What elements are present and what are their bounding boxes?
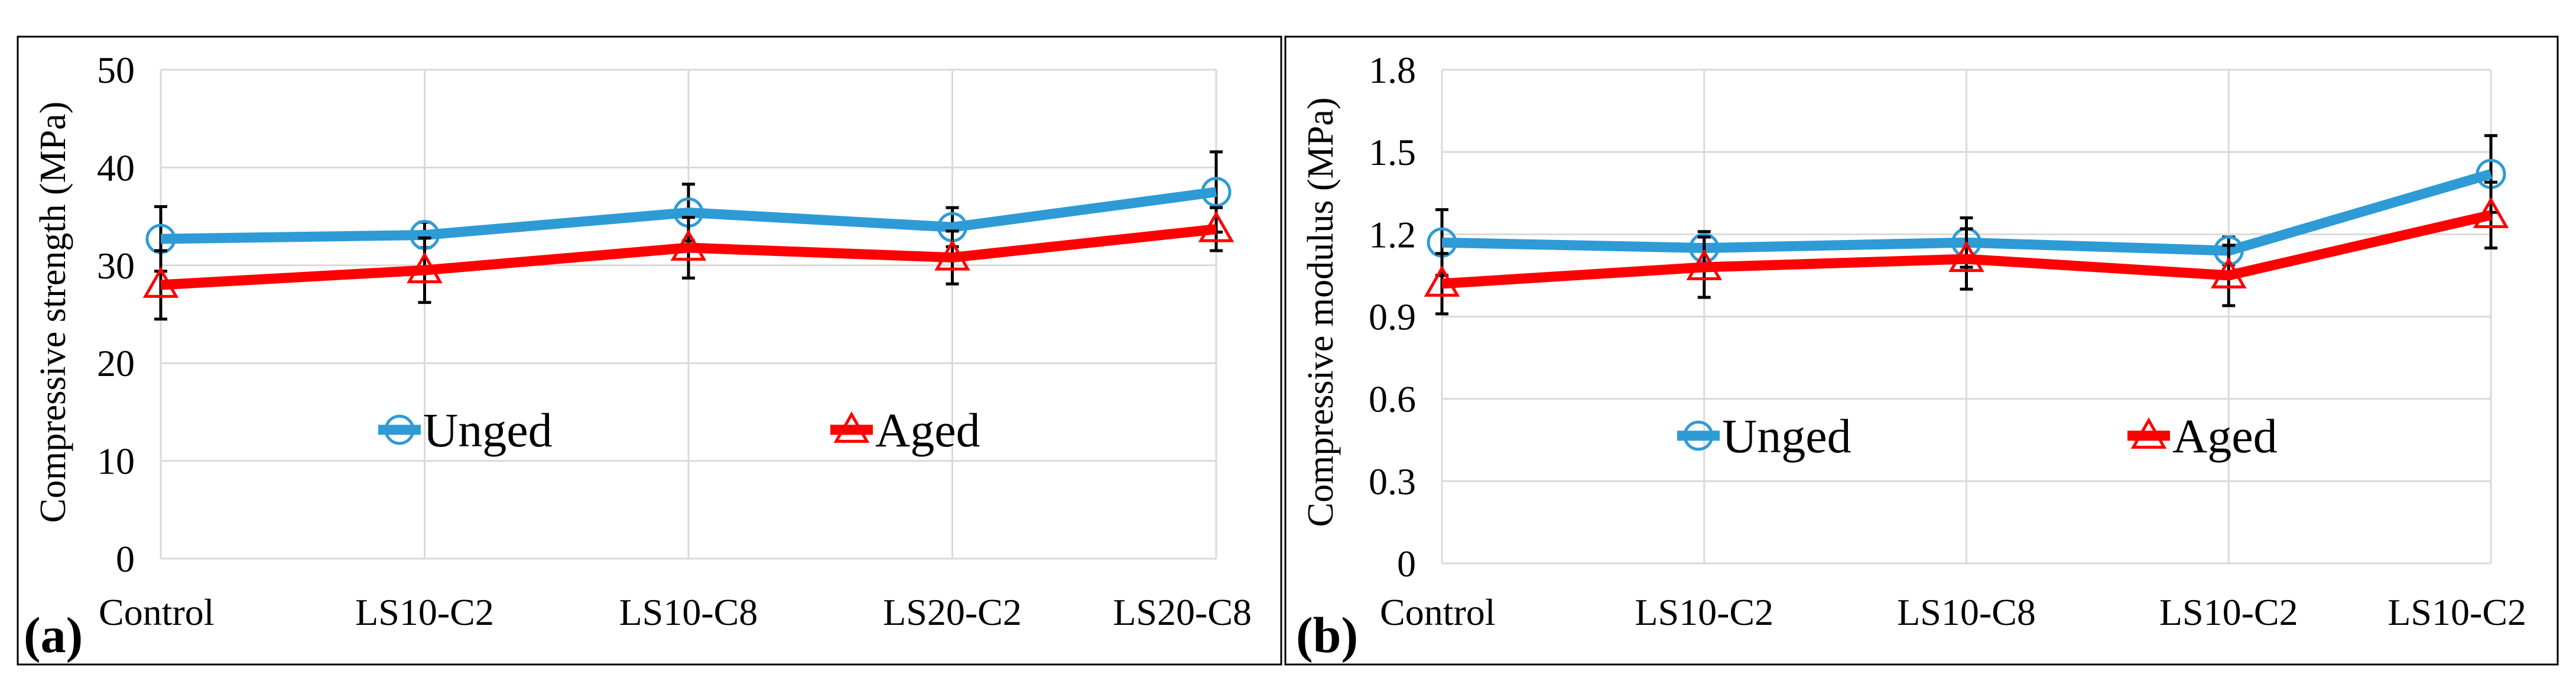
legend-marker-aged — [2130, 417, 2167, 449]
legend-label-aged: Aged — [2172, 409, 2278, 463]
x-tick-label: LS10-C8 — [619, 591, 758, 633]
series-line-aged — [160, 224, 1217, 290]
panel-label: (b) — [1296, 607, 1358, 663]
x-tick-label: LS10-C2 — [2159, 591, 2298, 633]
x-tick-label: Control — [1380, 591, 1496, 633]
legend-label-aged: Aged — [875, 403, 980, 457]
legend-label-unged: Unged — [423, 403, 553, 457]
y-tick-label: 10 — [97, 440, 135, 482]
data-point-aged — [142, 266, 179, 298]
x-tick-label: LS10-C2 — [2387, 591, 2526, 633]
x-tick-label: LS20-C2 — [883, 591, 1022, 633]
legend-marker-unged — [384, 414, 415, 445]
y-tick-label: 1.2 — [1369, 213, 1416, 255]
data-point-aged — [1686, 248, 1723, 280]
data-point-aged — [670, 229, 707, 261]
y-tick-label: 20 — [97, 342, 135, 384]
y-tick-label: 1.8 — [1369, 49, 1416, 91]
panel-b: Compressive modulus (MPa) 0 0.3 0.6 0.9 1.2 1… — [1284, 35, 2559, 666]
data-point-aged — [2210, 257, 2247, 288]
x-tick-label: LS20-C8 — [1113, 591, 1252, 633]
panel-a-border — [17, 35, 1282, 666]
panel-b-border — [1284, 35, 2559, 666]
y-tick-label: 0.6 — [1369, 378, 1416, 420]
y-tick-label: 0.9 — [1369, 296, 1416, 338]
x-tick-label: LS10-C8 — [1897, 591, 2036, 633]
y-axis-label: Compressive strength (MPa) — [33, 102, 73, 523]
y-tick-label: 0 — [1397, 543, 1416, 585]
y-tick-label: 1.5 — [1369, 131, 1416, 173]
y-tick-label: 40 — [97, 147, 135, 189]
x-tick-label: LS10-C2 — [1635, 591, 1773, 633]
series-line-unged — [160, 187, 1217, 244]
data-point-aged — [1424, 265, 1460, 297]
y-tick-label: 50 — [97, 49, 135, 91]
data-point-unged — [1201, 177, 1232, 208]
data-point-aged — [407, 252, 443, 284]
y-tick-label: 0.3 — [1369, 461, 1416, 503]
data-point-aged — [1198, 210, 1235, 242]
panel-a: Compressive strength (MPa) 0 10 20 30 40 50 C… — [17, 35, 1282, 666]
x-tick-label: LS10-C2 — [355, 591, 494, 633]
y-tick-label: 30 — [97, 245, 135, 287]
panel-label: (a) — [24, 607, 83, 663]
data-point-aged — [1948, 241, 1984, 273]
data-point-aged — [2473, 196, 2509, 228]
x-tick-label: Control — [99, 591, 215, 633]
legend-marker-aged — [833, 411, 870, 443]
y-axis-label: Compressive modulus (MPa) — [1301, 98, 1341, 527]
y-tick-label: 0 — [116, 538, 135, 580]
legend-label-unged: Unged — [1722, 409, 1851, 463]
legend-marker-unged — [1683, 420, 1714, 451]
series-line-aged — [1441, 210, 2492, 289]
data-point-aged — [934, 239, 970, 271]
